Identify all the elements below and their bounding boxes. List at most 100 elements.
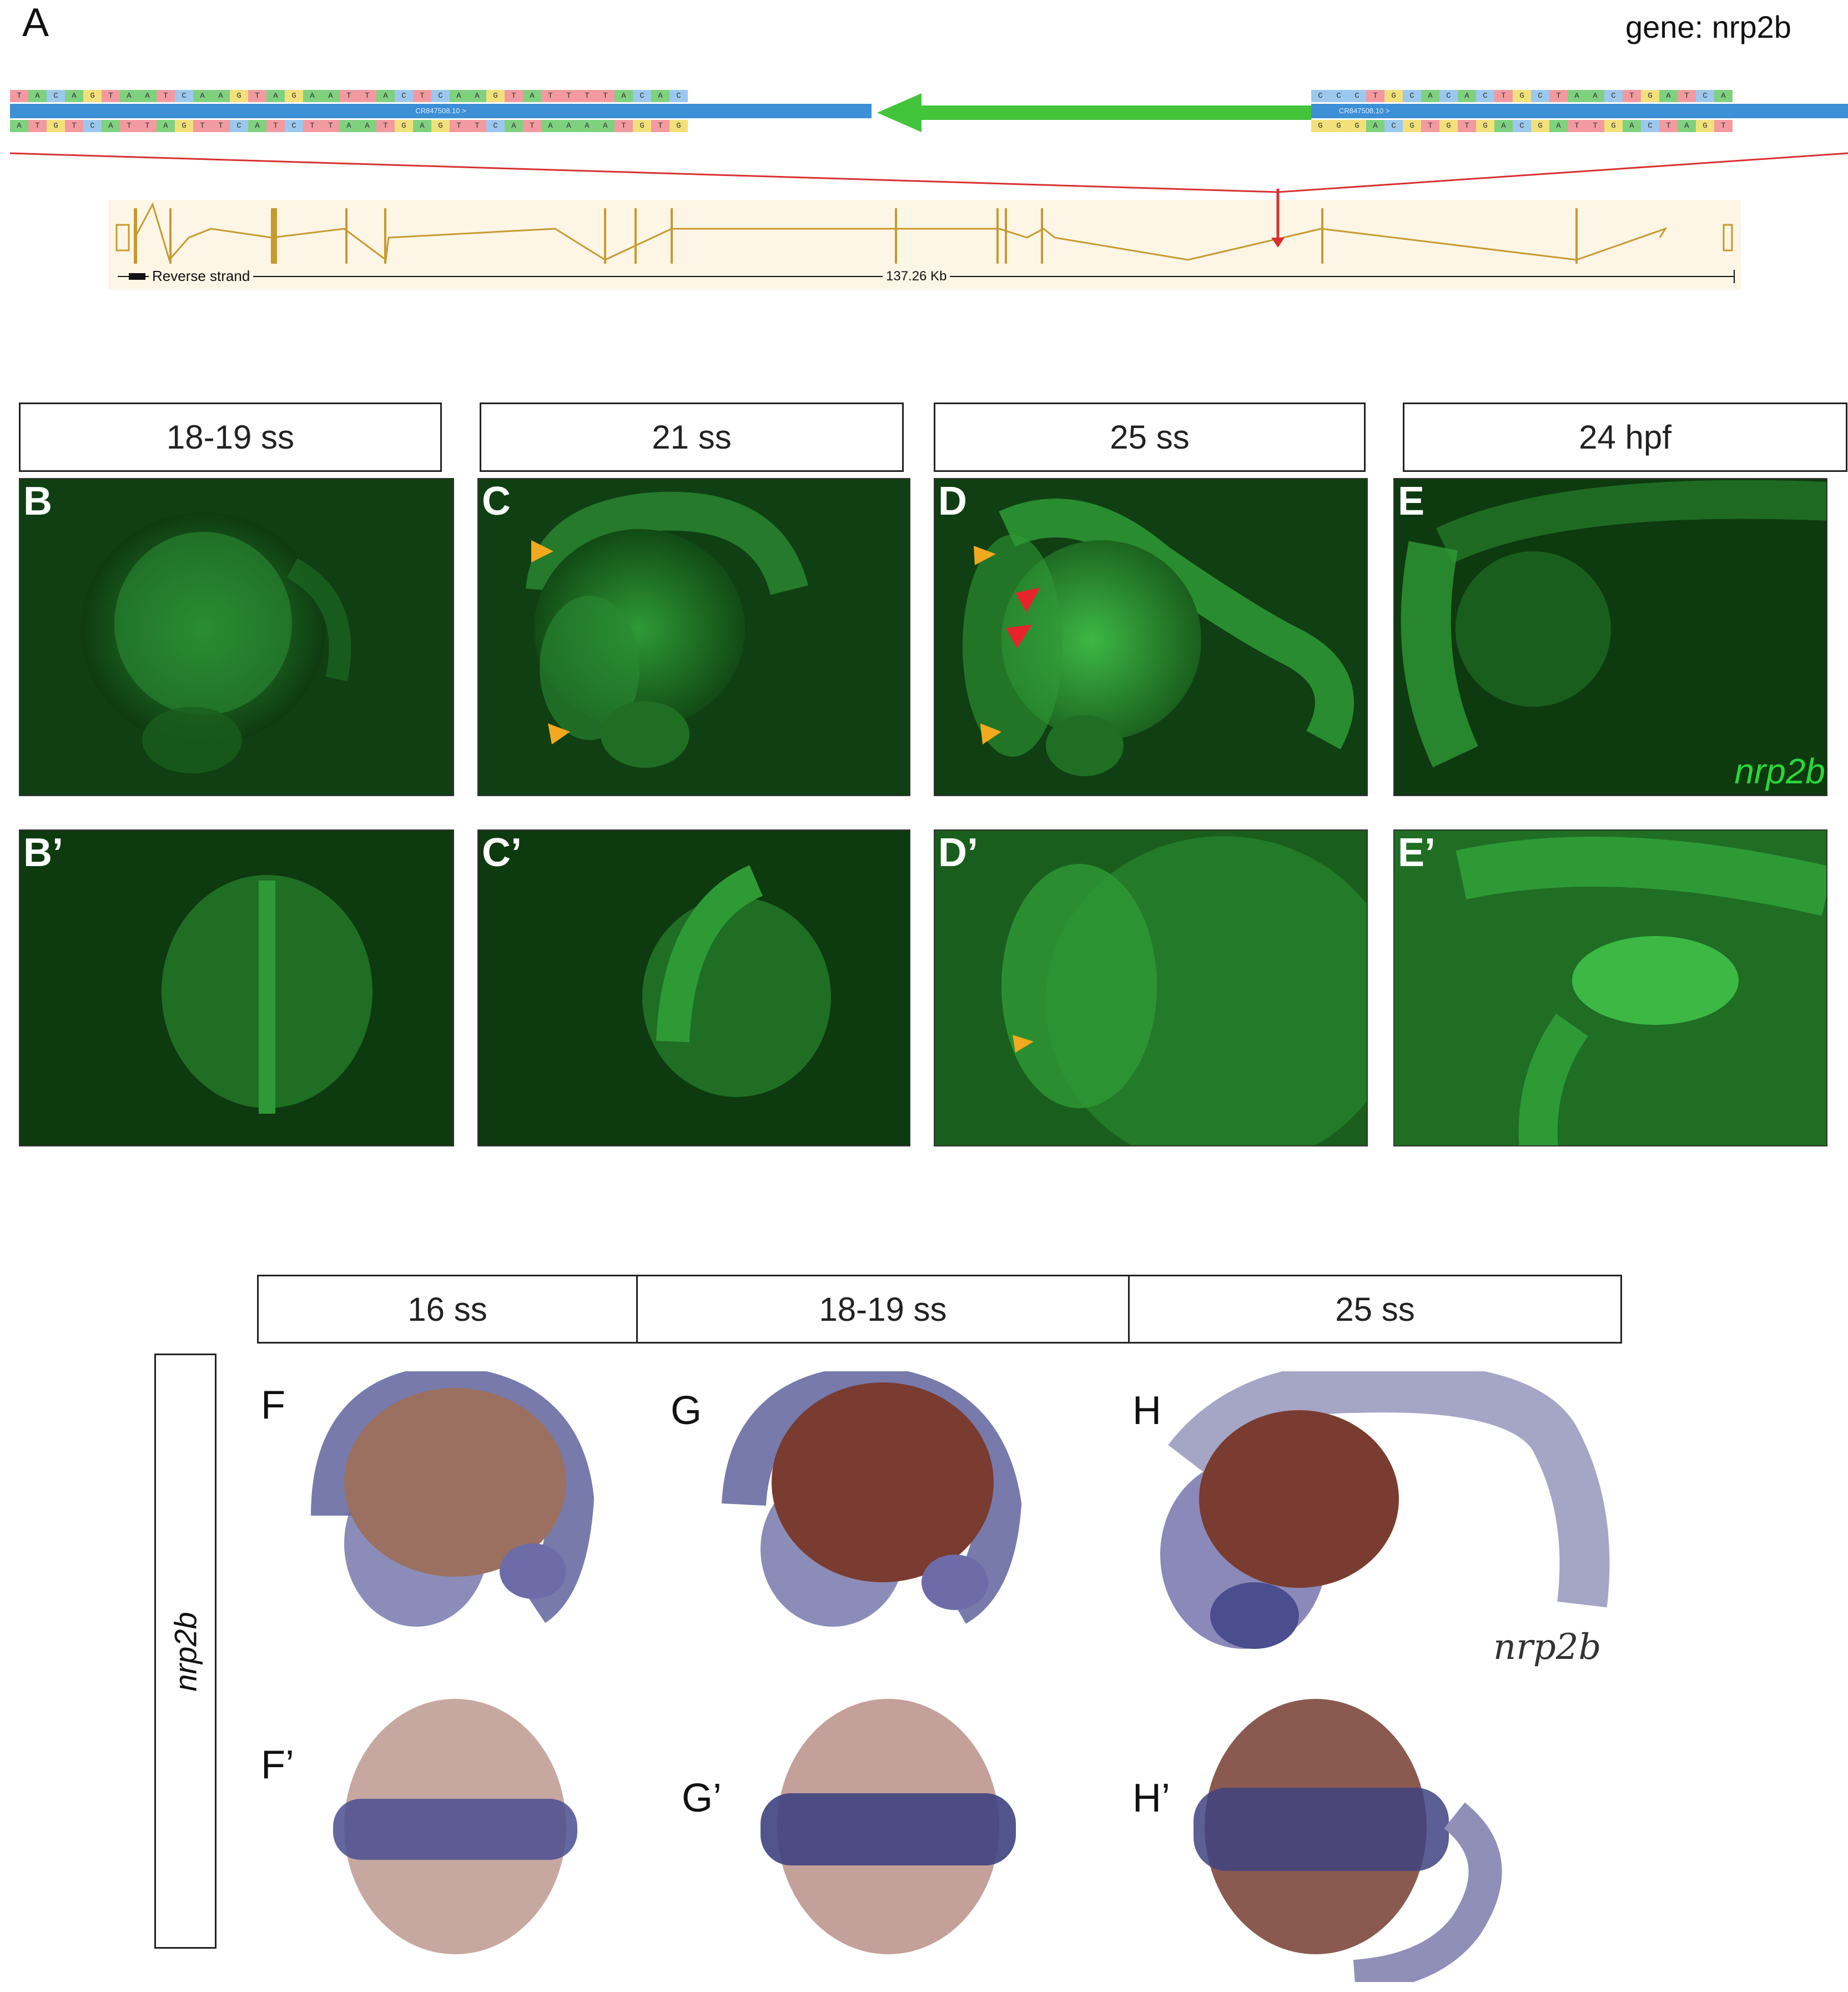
nucleotide: T [1714,120,1733,132]
nucleotide: G [1531,120,1549,132]
nucleotide: A [65,90,83,102]
nucleotide: A [651,90,669,102]
arrowhead-orange-d-prime [1013,1035,1034,1053]
panel-c-prime: C’ [477,829,910,1146]
nucleotide: C [1330,90,1348,102]
strand-label: Reverse strand [149,268,254,285]
header-21ss: 21 ss [480,403,904,472]
nucleotide: C [669,90,688,102]
nucleotide: C [1513,120,1531,132]
nucleotide: G [1476,120,1494,132]
nucleotide: G [633,120,651,132]
nucleotide: T [303,120,321,132]
nucleotide: G [175,120,193,132]
nucleotide: G [1330,120,1348,132]
gene-model [115,202,1733,262]
nucleotide: A [596,120,615,132]
embryo-g-prime-image [761,1699,1016,1954]
nucleotide: G [1403,120,1421,132]
panel-label-h-prime: H’ [1132,1776,1170,1820]
nucleotide: T [468,120,486,132]
nucleotide: A [1586,90,1604,102]
nucleotide: T [65,120,83,132]
gene-label: gene: nrp2b [1625,9,1791,44]
nucleotide: A [120,90,138,102]
nucleotide: A [266,90,285,102]
nucleotide: T [615,120,633,132]
embryo-e-image [1394,479,1826,795]
nucleotide: A [560,120,578,132]
panel-label-e-prime: E’ [1398,831,1436,875]
panel-e: E nrp2b [1393,478,1827,796]
nucleotide: G [431,120,450,132]
nucleotide: A [578,120,596,132]
header-18-19ss: 18-19 ss [19,403,442,472]
panel-a-label: A [22,1,49,45]
nucleotide: T [102,90,120,102]
nucleotide: G [395,120,413,132]
nucleotide: G [1641,90,1659,102]
insertion-arrow [877,93,1311,132]
panel-label-g: G [671,1389,702,1433]
nucleotide: A [303,90,321,102]
panel-label-e: E [1398,479,1425,524]
nucleotide: A [358,120,376,132]
nucleotide: A [523,90,541,102]
nucleotide: C [83,120,102,132]
arrowhead-red-d1 [1015,587,1040,612]
nucleotide: T [28,120,47,132]
nucleotide: C [230,120,248,132]
ish-embryo-images [311,1371,1610,1982]
fluorescent-gene-label: nrp2b [1734,751,1825,791]
nucleotide: T [1366,90,1384,102]
nucleotide: T [505,90,523,102]
nucleotide: C [285,120,303,132]
embryo-g-image [722,1371,1022,1627]
panel-label-b-prime: B’ [23,831,63,875]
nucleotide: G [486,90,505,102]
panel-label-h: H [1132,1389,1161,1433]
contig-bar-right: CR847508.10 > [1311,104,1848,118]
nucleotide: C [486,120,505,132]
nucleotide: T [596,90,615,102]
nucleotide: T [560,90,578,102]
header-24hpf: 24 hpf [1403,403,1847,472]
nucleotide: G [1604,120,1623,132]
contig-left-label: CR847508.10 > [415,107,466,115]
nucleotide: C [1476,90,1494,102]
nucleotide: A [450,90,468,102]
nucleotide: C [1348,90,1366,102]
arrowhead-orange-c1 [531,540,553,562]
nucleotide: G [83,90,102,102]
arrowhead-orange-d2 [980,723,1001,745]
nucleotide: A [376,90,395,102]
nucleotide: G [1513,90,1531,102]
nucleotide: C [395,90,413,102]
nucleotide: A [1568,90,1586,102]
nucleotide: A [1549,120,1568,132]
nucleotide: A [1714,90,1733,102]
header-ish-25ss: 25 ss [1128,1275,1622,1344]
arrowhead-red-d2 [1006,625,1032,648]
nucleotide: T [1659,120,1678,132]
panel-label-f-prime: F’ [261,1743,294,1787]
embryo-h-prime-image [1194,1699,1502,1982]
nucleotide: T [1494,90,1513,102]
embryo-b-prime-image [20,831,453,1145]
nucleotide: A [28,90,47,102]
nucleotide: G [1696,120,1714,132]
nucleotide: C [1604,90,1623,102]
nucleotide: A [1458,90,1476,102]
nucleotide: A [1659,90,1678,102]
panel-d: D [934,478,1368,796]
nucleotide: T [266,120,285,132]
embryo-f-prime-image [333,1699,577,1954]
nucleotide: T [10,90,28,102]
nucleotide: T [450,120,468,132]
panel-label-c: C [482,479,511,524]
nucleotide: T [651,120,669,132]
contig-right-label: CR847508.10 > [1339,107,1390,115]
nucleotide: T [157,90,175,102]
